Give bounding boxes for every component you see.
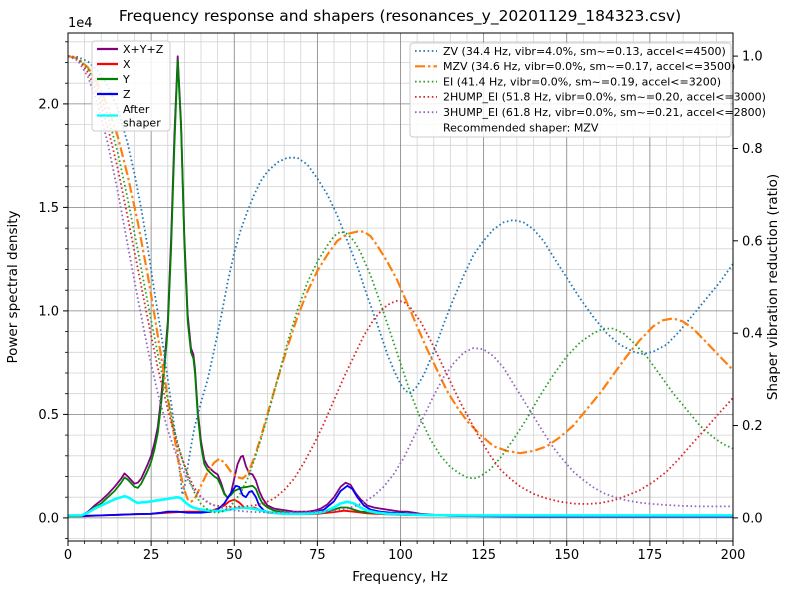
x-y-z-curve <box>68 55 733 518</box>
y-left-tick-label: 0.0 <box>38 511 59 526</box>
legend-label: ZV (34.4 Hz, vibr=4.0%, sm~=0.13, accel<… <box>443 45 726 58</box>
x-tick-label: 100 <box>388 548 413 563</box>
chart-title: Frequency response and shapers (resonanc… <box>119 7 681 26</box>
y-left-tick-label: 0.5 <box>38 408 59 423</box>
y-right-tick-label: 0.0 <box>742 511 763 526</box>
x-tick-label: 125 <box>471 548 496 563</box>
legend-label: After <box>123 103 150 116</box>
y-right-tick-label: 0.4 <box>742 327 763 342</box>
y-left-tick-label: 1.5 <box>38 201 59 216</box>
legend-label: 2HUMP_EI (51.8 Hz, vibr=0.0%, sm~=0.20, … <box>443 91 766 104</box>
axes <box>63 32 738 546</box>
y-right-tick-label: 1.0 <box>742 50 763 65</box>
legend-box <box>409 42 732 138</box>
curves <box>68 55 733 518</box>
y-left-tick-label: 1.0 <box>38 304 59 319</box>
x-tick-label: 0 <box>64 548 72 563</box>
legend-label: MZV (34.6 Hz, vibr=0.0%, sm~=0.17, accel… <box>443 60 735 73</box>
x-tick-label: 75 <box>309 548 326 563</box>
y-right-tick-label: 0.6 <box>742 234 763 249</box>
ei-curve <box>68 55 733 514</box>
x-tick-label: 175 <box>637 548 662 563</box>
y-left-tick-label: 2.0 <box>38 97 59 112</box>
legend-label: Z <box>123 88 131 101</box>
legend-label: 3HUMP_EI (61.8 Hz, vibr=0.0%, sm~=0.21, … <box>443 106 766 119</box>
y-right-tick-label: 0.8 <box>742 142 763 157</box>
x-tick-label: 25 <box>143 548 160 563</box>
legend-label: X+Y+Z <box>123 43 164 56</box>
y-axis-label-right: Shaper vibration reduction (ratio) <box>765 174 781 400</box>
x-tick-label: 150 <box>554 548 579 563</box>
legend-note-recommended-shaper: Recommended shaper: MZV <box>443 121 599 134</box>
mzv-curve <box>68 55 733 503</box>
y-curve <box>68 59 733 518</box>
legend-label: Y <box>122 73 130 86</box>
legend-label: shaper <box>123 117 161 130</box>
y-right-tick-label: 0.2 <box>742 419 763 434</box>
y-axis-offset-label: 1e4 <box>68 16 93 31</box>
x-axis-label: Frequency, Hz <box>352 569 448 585</box>
legend-label: EI (41.4 Hz, vibr=0.0%, sm~=0.19, accel<… <box>443 75 721 88</box>
2hump-ei-curve <box>68 55 733 508</box>
y-axis-label-left: Power spectral density <box>5 210 21 363</box>
legend-label: X <box>123 58 131 71</box>
x-tick-label: 50 <box>226 548 243 563</box>
tick-labels: 0 25 50 75 100 125 150 175 200 0.0 0.5 1.0 1.5 2.0 0.0… <box>38 50 762 563</box>
after-shaper-curve <box>68 494 733 517</box>
legend-shapers: ZV (34.4 Hz, vibr=4.0%, sm~=0.13, accel<… <box>409 42 766 138</box>
zv-curve <box>68 55 733 496</box>
x-tick-label: 200 <box>721 548 746 563</box>
